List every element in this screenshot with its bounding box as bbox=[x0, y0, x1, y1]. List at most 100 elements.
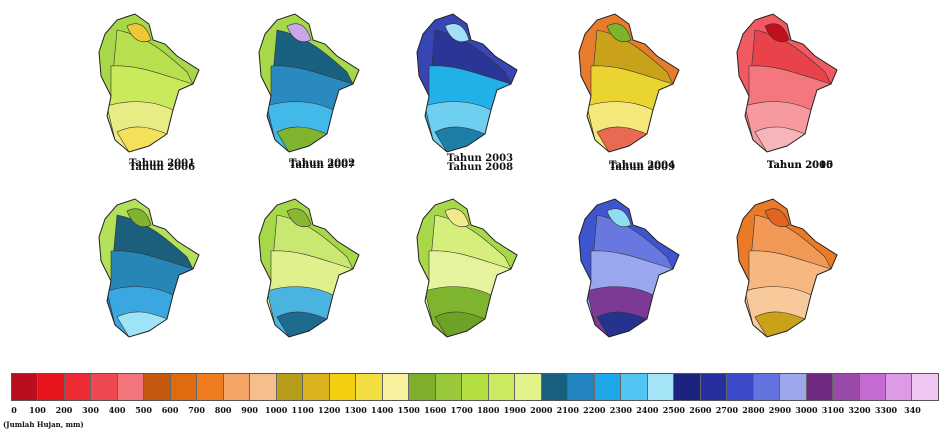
rainfall-contour-map bbox=[98, 198, 200, 338]
legend-tick: 2700 bbox=[715, 405, 739, 415]
region-outline bbox=[416, 198, 518, 338]
legend-tick: 1600 bbox=[424, 405, 447, 415]
legend-swatch bbox=[276, 374, 304, 400]
legend-swatch bbox=[885, 374, 913, 400]
rainfall-contour-map bbox=[578, 198, 680, 338]
rainfall-zone bbox=[444, 208, 470, 228]
legend-swatch bbox=[91, 374, 118, 400]
map-caption: Tahun 2001 bbox=[128, 158, 196, 169]
legend-swatch bbox=[541, 374, 569, 400]
region-outline bbox=[736, 13, 838, 153]
legend-swatch bbox=[753, 374, 781, 400]
legend-tick: 340 bbox=[904, 405, 921, 415]
legend-swatch bbox=[223, 374, 251, 400]
legend-tick: 1800 bbox=[477, 405, 500, 415]
legend-swatch bbox=[250, 374, 277, 400]
legend-tick: 300 bbox=[82, 405, 99, 415]
legend-tick: 0 bbox=[11, 405, 17, 415]
rainfall-zone bbox=[126, 208, 152, 228]
legend-swatch bbox=[382, 374, 410, 400]
legend-swatch bbox=[912, 374, 938, 400]
map-panel: Tahun 2006 bbox=[82, 162, 242, 360]
legend-swatch bbox=[780, 374, 807, 400]
map-caption: Tahun 2006 bbox=[128, 162, 196, 173]
legend-tick: 1100 bbox=[291, 405, 314, 415]
legend-tick: 3000 bbox=[795, 405, 818, 415]
legend-swatch bbox=[303, 374, 330, 400]
legend-swatch bbox=[859, 374, 886, 400]
legend-swatch bbox=[621, 374, 648, 400]
rainfall-contour-map bbox=[258, 198, 360, 338]
legend-swatch bbox=[515, 374, 542, 400]
legend-swatch bbox=[144, 374, 171, 400]
rainfall-contour-map bbox=[258, 13, 360, 153]
legend-tick: 100 bbox=[29, 405, 46, 415]
region-outline bbox=[416, 13, 518, 153]
legend-tick: 400 bbox=[108, 405, 126, 415]
map-caption: Tahun 2007 bbox=[288, 160, 356, 171]
rainfall-contour-map bbox=[416, 198, 518, 338]
legend-swatch bbox=[488, 374, 516, 400]
rainfall-zone bbox=[764, 208, 790, 228]
legend-swatch bbox=[356, 374, 383, 400]
legend-tick: 2300 bbox=[609, 405, 632, 415]
legend-swatch bbox=[727, 374, 754, 400]
legend-tick: 2800 bbox=[742, 405, 765, 415]
legend-swatch bbox=[329, 374, 357, 400]
map-panel: Tahun 2001 bbox=[82, 0, 242, 175]
legend-tick: 2500 bbox=[662, 405, 685, 415]
map-panel: Tahun 2009 bbox=[562, 162, 722, 360]
legend-colorbar bbox=[11, 373, 939, 401]
legend-tick: 2900 bbox=[768, 405, 792, 415]
legend-swatch bbox=[674, 374, 701, 400]
legend-swatch bbox=[806, 374, 834, 400]
legend-tick: 1300 bbox=[344, 405, 367, 415]
rainfall-zone bbox=[444, 23, 470, 43]
legend-tick: 2200 bbox=[583, 405, 606, 415]
legend-tick: 1500 bbox=[397, 405, 420, 415]
rainfall-contour-map bbox=[736, 198, 838, 338]
legend-tick: 2000 bbox=[530, 405, 553, 415]
map-caption: Tahun 2005 bbox=[766, 160, 834, 171]
legend-swatch bbox=[568, 374, 595, 400]
region-outline bbox=[578, 13, 680, 153]
legend-tick: 3300 bbox=[874, 405, 898, 415]
map-panel: Tahun 2007 bbox=[242, 160, 402, 360]
legend-tick: 2400 bbox=[636, 405, 659, 415]
legend-swatch bbox=[38, 374, 65, 400]
legend-swatch bbox=[462, 374, 489, 400]
legend-tick: 2100 bbox=[556, 405, 579, 415]
region-outline bbox=[736, 198, 838, 338]
legend-tick: 3200 bbox=[848, 405, 871, 415]
legend-swatch bbox=[64, 374, 92, 400]
legend-tick: 1900 bbox=[503, 405, 526, 415]
map-caption: Tahun 2003 bbox=[446, 153, 514, 164]
legend-swatch bbox=[700, 374, 728, 400]
legend-swatch bbox=[833, 374, 860, 400]
legend-tick: 1400 bbox=[371, 405, 394, 415]
map-panel: Tahun 2008 bbox=[400, 162, 560, 360]
region-outline bbox=[578, 198, 680, 338]
region-outline bbox=[258, 13, 360, 153]
legend-unit-label: (Jumlah Hujan, mm) bbox=[3, 420, 84, 429]
legend-tick: 600 bbox=[161, 405, 179, 415]
rainfall-contour-map bbox=[736, 13, 838, 153]
map-caption: Tahun 2009 bbox=[608, 162, 676, 173]
map-caption: Tahun 2002 bbox=[288, 158, 356, 169]
rainfall-zone bbox=[286, 23, 312, 43]
rainfall-zone bbox=[606, 23, 632, 43]
legend-tick: 2600 bbox=[689, 405, 712, 415]
legend-swatch bbox=[170, 374, 198, 400]
rainfall-contour-map bbox=[578, 13, 680, 153]
map-caption: Tahun 2004 bbox=[608, 160, 676, 171]
map-caption: Tahun 2008 bbox=[446, 162, 514, 173]
legend-tick: 700 bbox=[188, 405, 205, 415]
legend-tick: 1000 bbox=[265, 405, 288, 415]
region-outline bbox=[98, 13, 200, 153]
map-panel: Tahun 2002 bbox=[242, 0, 402, 175]
rainfall-contour-map bbox=[98, 13, 200, 153]
region-outline bbox=[258, 198, 360, 338]
map-panel: Tahun 2004 bbox=[562, 0, 722, 175]
legend-tick: 1200 bbox=[318, 405, 341, 415]
legend-swatch bbox=[197, 374, 224, 400]
